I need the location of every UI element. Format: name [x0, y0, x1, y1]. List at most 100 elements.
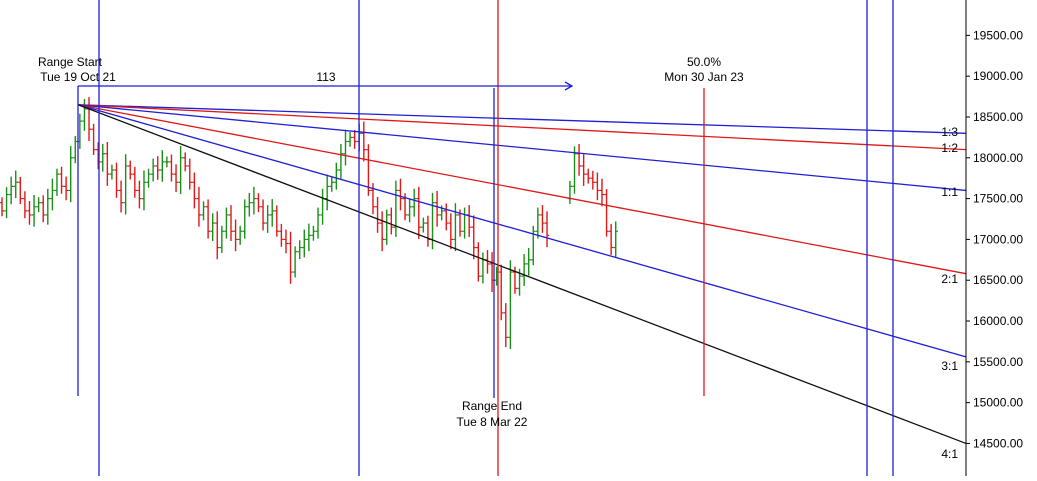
fan-line-6	[77, 104, 967, 445]
price-bar	[279, 223, 284, 247]
price-bar	[150, 158, 156, 182]
y-tick-label: 19000.00	[973, 69, 1023, 83]
price-bar	[586, 168, 591, 184]
midpoint-date-label: Mon 30 Jan 23	[664, 70, 744, 84]
price-bar	[100, 143, 105, 172]
price-bar	[531, 225, 536, 266]
price-bar	[398, 178, 403, 211]
price-bar	[352, 130, 357, 149]
price-bar	[233, 219, 238, 252]
price-bar	[462, 207, 467, 239]
price-bar	[466, 205, 472, 237]
price-bar	[256, 193, 261, 213]
y-tick-label: 16000.00	[973, 314, 1023, 328]
price-bar	[544, 211, 550, 248]
range-end-title: Range End	[462, 399, 522, 413]
price-bar	[13, 170, 18, 199]
price-bar	[196, 186, 202, 227]
fan-label-6: 4:1	[941, 447, 958, 461]
price-bar	[595, 172, 600, 201]
price-bar	[476, 242, 481, 282]
price-bar	[347, 132, 353, 147]
y-tick-label: 15000.00	[973, 396, 1023, 410]
price-bar	[219, 225, 225, 253]
price-bar	[444, 203, 449, 231]
price-bar	[54, 168, 60, 196]
bar-count-arrow	[78, 81, 574, 91]
price-bar	[480, 252, 486, 284]
price-bar	[590, 170, 596, 190]
midpoint-pct-label: 50.0%	[687, 55, 721, 69]
price-bar	[375, 196, 380, 233]
fan-line-5	[77, 104, 967, 358]
price-bar	[73, 136, 78, 164]
price-bar	[567, 180, 573, 204]
fan-label-2: 1:2	[941, 141, 958, 155]
price-bar	[526, 248, 531, 276]
price-bar	[260, 199, 266, 231]
price-bar	[82, 99, 87, 131]
price-bar	[95, 142, 101, 170]
price-bar	[265, 205, 270, 233]
price-bar	[320, 188, 325, 225]
price-bar	[343, 129, 348, 166]
price-bar	[599, 178, 605, 207]
price-bar	[123, 154, 128, 215]
y-tick-label: 17500.00	[973, 192, 1023, 206]
price-bar	[407, 199, 412, 223]
price-bar	[324, 174, 330, 211]
price-bar	[118, 180, 124, 213]
price-bar	[457, 209, 463, 237]
price-bar	[183, 152, 188, 172]
price-bar	[41, 195, 46, 223]
price-bar	[576, 143, 582, 176]
price-bar	[215, 211, 220, 260]
price-bar	[251, 186, 257, 215]
price-bar	[50, 178, 55, 211]
price-bar	[499, 264, 504, 321]
price-bar	[210, 213, 215, 242]
fan-label-3: 1:1	[941, 185, 958, 199]
range-end-date: Tue 8 Mar 22	[457, 415, 528, 429]
price-bar	[379, 211, 385, 252]
price-bar	[242, 199, 247, 239]
y-tick-label: 16500.00	[973, 273, 1023, 287]
price-bar	[160, 150, 165, 182]
price-bar	[503, 303, 508, 348]
price-bar	[114, 162, 119, 198]
price-bar	[59, 166, 64, 194]
price-bar	[105, 141, 110, 186]
price-bar	[334, 162, 339, 190]
price-bar	[173, 164, 179, 193]
price-bar	[8, 176, 14, 205]
price-bar	[508, 260, 513, 350]
price-bar	[4, 187, 9, 219]
range-start-date: Tue 19 Oct 21	[40, 70, 116, 84]
price-bar	[0, 197, 5, 217]
price-bar	[45, 188, 50, 225]
fan-label-5: 3:1	[941, 359, 958, 373]
price-bar	[164, 156, 170, 168]
y-tick-label: 18000.00	[973, 151, 1023, 165]
price-bar	[128, 160, 133, 180]
price-bar	[361, 121, 367, 162]
price-bar	[224, 207, 229, 239]
price-bar	[393, 180, 399, 237]
price-bar	[86, 97, 92, 141]
bar-count-label: 113	[316, 70, 335, 84]
price-bar	[471, 215, 476, 260]
price-bar	[141, 170, 147, 211]
price-bar	[31, 195, 37, 227]
price-bar	[63, 176, 69, 201]
price-bar	[237, 225, 243, 245]
fan-line-1	[77, 104, 967, 134]
y-tick-label: 15500.00	[973, 355, 1023, 369]
price-bar	[201, 201, 206, 221]
price-bar	[572, 146, 577, 194]
price-bar	[18, 176, 23, 204]
price-bar	[521, 254, 527, 286]
price-bar	[22, 191, 28, 219]
price-bar	[146, 168, 151, 188]
